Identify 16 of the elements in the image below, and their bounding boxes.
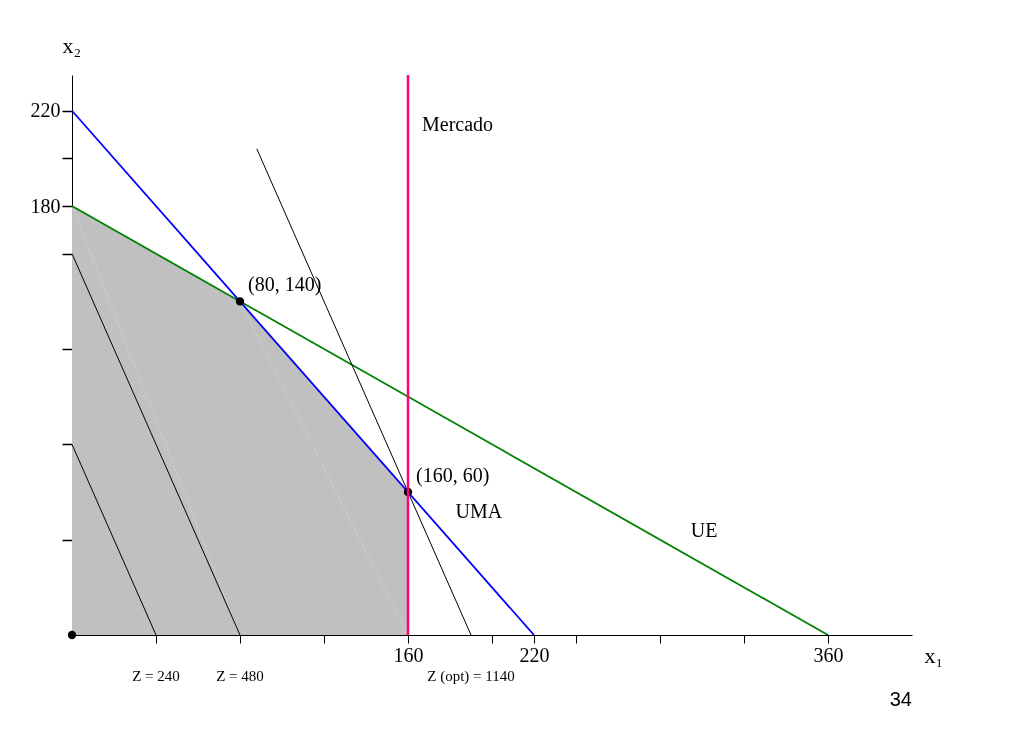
x-tick-label: 360 xyxy=(813,643,844,666)
ref-line-label: Mercado xyxy=(422,113,494,135)
series-label: UMA xyxy=(455,500,503,523)
point xyxy=(235,297,245,306)
point xyxy=(67,630,77,640)
y-tick-label: 180 xyxy=(30,194,61,217)
y-axis-title: x₂ xyxy=(62,32,82,58)
x-axis-title: x₁ xyxy=(924,642,944,668)
annotation: Z = 480 xyxy=(216,668,264,684)
text: 34 xyxy=(889,688,912,710)
x-tick-label: 220 xyxy=(519,643,550,666)
annotation: (160, 60) xyxy=(416,464,490,488)
series-label: UE xyxy=(690,519,718,542)
annotation: Z (opt) = 1140 xyxy=(427,668,515,685)
annotation: Z = 240 xyxy=(132,668,180,684)
x-tick-label: 160 xyxy=(393,643,424,666)
